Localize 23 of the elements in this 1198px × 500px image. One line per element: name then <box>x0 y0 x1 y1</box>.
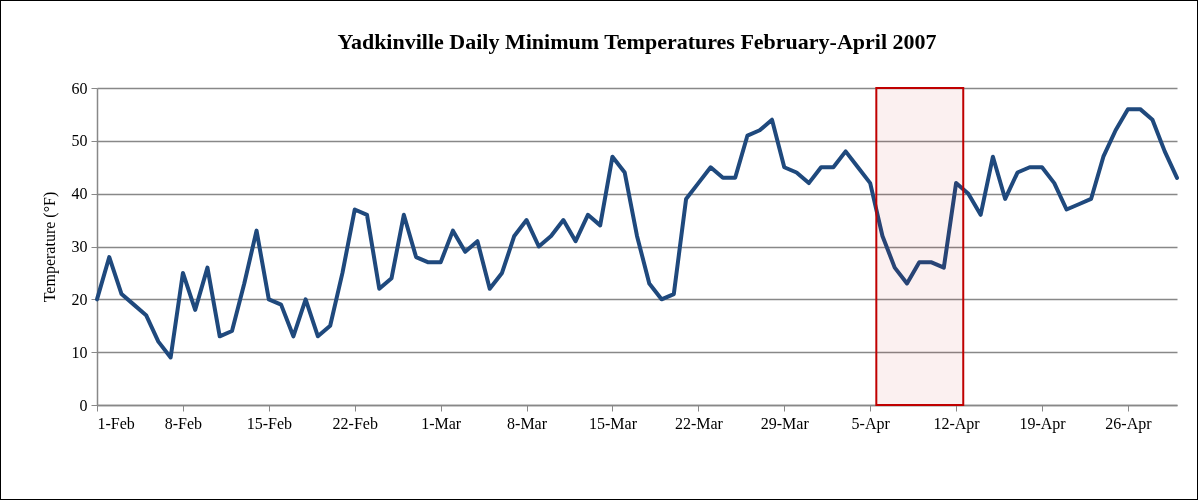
y-tick-label: 30 <box>71 238 88 255</box>
y-tick-label: 50 <box>71 132 88 150</box>
x-tick-label: 12-Apr <box>933 414 981 433</box>
chart-title: Yadkinville Daily Minimum Temperatures February-April 2007 <box>337 29 937 54</box>
x-tick-label: 15-Feb <box>246 414 292 432</box>
x-tick-label: 15-Mar <box>588 414 638 432</box>
y-tick-label: 40 <box>71 185 88 203</box>
x-tick-label: 8-Mar <box>507 414 548 432</box>
line-series <box>95 107 1179 360</box>
x-tick-label: 8-Feb <box>164 414 203 432</box>
x-tick-label: 22-Feb <box>332 414 378 432</box>
y-tick-label: 10 <box>71 343 88 361</box>
x-tick-label: 29-Mar <box>760 414 810 432</box>
x-tick-label: 22-Mar <box>674 414 724 432</box>
x-tick-label: 1-Feb <box>97 414 135 432</box>
x-tick-label: 19-Apr <box>1019 414 1067 433</box>
y-axis-title: Temperature (°F) <box>40 191 59 303</box>
y-tick-label: 20 <box>71 290 88 308</box>
x-tick-label: 1-Mar <box>421 414 462 432</box>
y-tick-label: 60 <box>71 79 88 97</box>
x-tick-label: 5-Apr <box>851 414 891 433</box>
x-tick-label: 26-Apr <box>1105 414 1153 433</box>
y-tick-label: 0 <box>79 396 88 414</box>
